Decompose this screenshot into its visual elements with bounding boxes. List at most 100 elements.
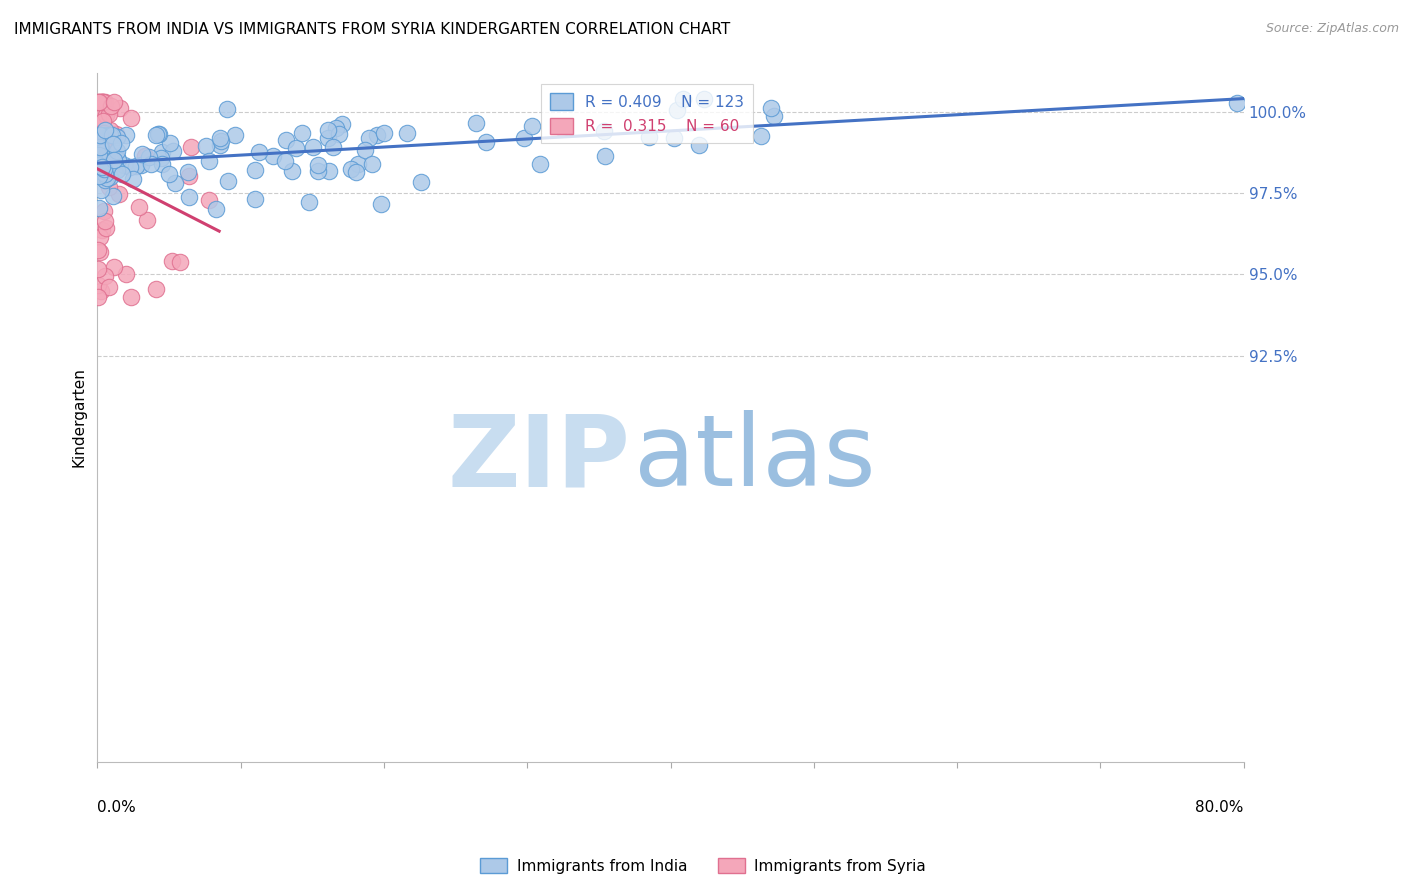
- Point: [110, 102, 132, 116]
- Point: [93, 204, 115, 219]
- Point: [163, 176, 186, 190]
- Point: [90, 161, 112, 175]
- Point: [262, 148, 284, 162]
- Point: [128, 200, 150, 214]
- Legend: Immigrants from India, Immigrants from Syria: Immigrants from India, Immigrants from S…: [474, 852, 932, 880]
- Point: [148, 127, 170, 141]
- Point: [94, 172, 117, 186]
- Point: [94, 214, 117, 228]
- Point: [105, 145, 128, 159]
- Point: [87, 95, 110, 110]
- Point: [208, 130, 231, 145]
- Point: [522, 119, 544, 133]
- Point: [245, 192, 267, 206]
- Point: [108, 187, 131, 202]
- Point: [101, 153, 124, 167]
- Point: [217, 174, 239, 188]
- Point: [195, 139, 218, 153]
- Point: [208, 137, 231, 152]
- Point: [373, 126, 395, 140]
- Point: [87, 161, 110, 176]
- Point: [148, 128, 170, 142]
- Point: [145, 128, 167, 142]
- Point: [93, 95, 115, 110]
- Point: [90, 159, 112, 173]
- Point: [103, 153, 125, 167]
- Point: [94, 167, 117, 181]
- Point: [318, 131, 340, 145]
- Point: [159, 136, 181, 151]
- Point: [122, 172, 145, 186]
- Point: [87, 95, 110, 110]
- Point: [205, 202, 228, 216]
- Point: [141, 157, 163, 171]
- Point: [87, 158, 110, 172]
- Point: [245, 163, 267, 178]
- Point: [120, 111, 142, 125]
- Point: [96, 108, 118, 122]
- Point: [150, 145, 173, 159]
- Point: [749, 128, 772, 143]
- Point: [347, 157, 370, 171]
- Point: [90, 184, 112, 198]
- Point: [101, 137, 124, 152]
- Text: 80.0%: 80.0%: [1195, 799, 1244, 814]
- Point: [688, 138, 710, 153]
- Point: [281, 164, 304, 178]
- Point: [131, 147, 153, 161]
- Point: [316, 123, 339, 137]
- Point: [90, 95, 112, 110]
- Point: [160, 254, 183, 268]
- Point: [105, 130, 128, 145]
- Point: [284, 141, 307, 155]
- Point: [90, 284, 112, 298]
- Point: [409, 175, 432, 189]
- Point: [169, 255, 191, 269]
- Point: [551, 120, 574, 135]
- Point: [111, 167, 134, 181]
- Point: [100, 151, 122, 165]
- Point: [93, 162, 115, 177]
- Point: [90, 154, 112, 169]
- Point: [307, 158, 329, 172]
- Point: [1226, 95, 1249, 110]
- Point: [197, 153, 219, 168]
- Point: [115, 267, 138, 281]
- Point: [328, 127, 350, 141]
- Point: [595, 149, 617, 163]
- Point: [87, 243, 110, 257]
- Point: [662, 131, 685, 145]
- Point: [120, 290, 142, 304]
- Point: [101, 129, 124, 144]
- Point: [101, 128, 124, 142]
- Point: [145, 282, 167, 296]
- Point: [89, 166, 111, 180]
- Text: 0.0%: 0.0%: [97, 799, 136, 814]
- Point: [162, 144, 184, 158]
- Point: [291, 126, 314, 140]
- Point: [150, 157, 173, 171]
- Point: [638, 130, 661, 145]
- Point: [91, 127, 114, 141]
- Point: [693, 92, 716, 106]
- Point: [274, 153, 297, 168]
- Point: [90, 141, 112, 155]
- Point: [322, 140, 344, 154]
- Point: [135, 213, 157, 227]
- Point: [592, 124, 614, 138]
- Point: [87, 158, 110, 172]
- Point: [96, 148, 118, 162]
- Point: [112, 158, 135, 172]
- Point: [177, 165, 200, 179]
- Point: [512, 130, 534, 145]
- Point: [224, 128, 246, 143]
- Point: [103, 189, 125, 203]
- Point: [91, 114, 114, 128]
- Point: [177, 190, 200, 204]
- Point: [87, 110, 110, 124]
- Point: [91, 138, 114, 153]
- Point: [360, 156, 382, 170]
- Point: [93, 269, 115, 284]
- Point: [330, 117, 353, 131]
- Point: [87, 169, 110, 184]
